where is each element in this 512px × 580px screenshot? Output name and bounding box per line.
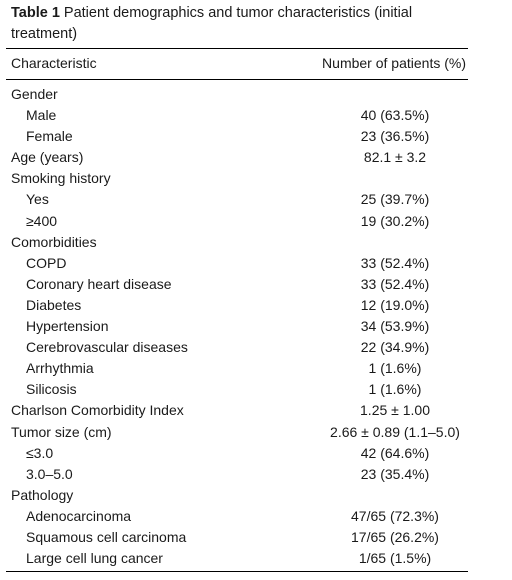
table-body: Gender Male 40 (63.5%) Female 23 (36.5%) Age … [11,84,468,569]
table-row: Tumor size (cm) 2.66 ± 0.89 (1.1–5.0) [11,422,468,443]
table-row: Arrhythmia 1 (1.6%) [11,358,468,379]
table-row: Silicosis 1 (1.6%) [11,379,468,400]
table-row: Adenocarcinoma 47/65 (72.3%) [11,506,468,527]
row-value: 34 (53.9%) [360,318,430,335]
table-row: Yes 25 (39.7%) [11,189,468,210]
row-label: ≤3.0 [26,444,54,461]
row-value: 47/65 (72.3%) [351,507,439,524]
table-row: Female 23 (36.5%) [11,126,468,147]
row-label: ≥400 [26,212,58,229]
table-row: Pathology [11,485,468,506]
row-value: 25 (39.7%) [360,191,430,208]
row-label: Silicosis [26,381,77,398]
row-label: Diabetes [26,296,82,313]
row-value: 23 (35.4%) [360,465,430,482]
row-value: 33 (52.4%) [360,275,430,292]
table-caption: Table 1 Patient demographics and tumor c… [11,3,471,45]
table-row: COPD 33 (52.4%) [11,253,468,274]
table-row: Diabetes 12 (19.0%) [11,295,468,316]
row-label: Male [26,107,57,124]
table-row: Male 40 (63.5%) [11,105,468,126]
row-label: COPD [26,254,67,271]
row-label: Squamous cell carcinoma [26,528,187,545]
table-row: Large cell lung cancer 1/65 (1.5%) [11,548,468,569]
table-row: Smoking history [11,168,468,189]
table-header-row: Characteristic Number of patients (%) [11,52,468,74]
row-value: 1 (1.6%) [368,360,422,377]
row-label: Arrhythmia [26,360,94,377]
row-label: Charlson Comorbidity Index [11,402,184,419]
row-value: 22 (34.9%) [360,339,430,356]
row-label: Large cell lung cancer [26,550,163,567]
row-value: 40 (63.5%) [360,107,430,124]
row-label: Hypertension [26,318,109,335]
table-row: Coronary heart disease 33 (52.4%) [11,274,468,295]
table-row: Charlson Comorbidity Index 1.25 ± 1.00 [11,400,468,421]
row-label: Comorbidities [11,233,97,250]
row-label: Age (years) [11,149,84,166]
row-label: Tumor size (cm) [11,423,112,440]
row-value: 2.66 ± 0.89 (1.1–5.0) [330,423,460,440]
row-label: Gender [11,86,58,102]
table-row: Gender [11,84,468,105]
row-label: Smoking history [11,170,111,187]
table-row: Comorbidities [11,232,468,253]
row-label: Adenocarcinoma [26,507,132,524]
table-row: ≥400 19 (30.2%) [11,211,468,232]
table-row: Hypertension 34 (53.9%) [11,316,468,337]
row-value: 23 (36.5%) [360,128,430,145]
row-label: Pathology [11,486,74,503]
table-row: Age (years) 82.1 ± 3.2 [11,147,468,168]
table-row: 3.0–5.0 23 (35.4%) [11,464,468,485]
table-bottom-rule [6,571,468,573]
row-value: 19 (30.2%) [360,212,430,229]
row-label: Cerebrovascular diseases [26,339,188,356]
row-value: 33 (52.4%) [360,254,430,271]
row-value: 1/65 (1.5%) [358,550,432,567]
row-label: 3.0–5.0 [26,465,73,482]
table-row: Squamous cell carcinoma 17/65 (26.2%) [11,527,468,548]
row-value: 17/65 (26.2%) [351,528,439,545]
table-caption-label: Table 1 [11,5,60,21]
row-label: Female [26,128,73,145]
header-number-of-patients: Number of patients (%) [322,55,466,71]
row-label: Coronary heart disease [26,275,172,292]
table-top-rule [6,48,468,50]
row-value: 82.1 ± 3.2 [363,149,427,166]
table-row: Cerebrovascular diseases 22 (34.9%) [11,337,468,358]
header-characteristic: Characteristic [11,55,97,71]
row-value: 42 (64.6%) [360,444,430,461]
table-header-rule [6,79,468,80]
row-value: 12 (19.0%) [360,296,430,313]
row-value: 1.25 ± 1.00 [360,402,430,419]
row-label: Yes [26,191,49,208]
table-caption-text: Patient demographics and tumor character… [11,5,413,42]
row-value: 1 (1.6%) [368,381,422,398]
table-row: ≤3.0 42 (64.6%) [11,443,468,464]
